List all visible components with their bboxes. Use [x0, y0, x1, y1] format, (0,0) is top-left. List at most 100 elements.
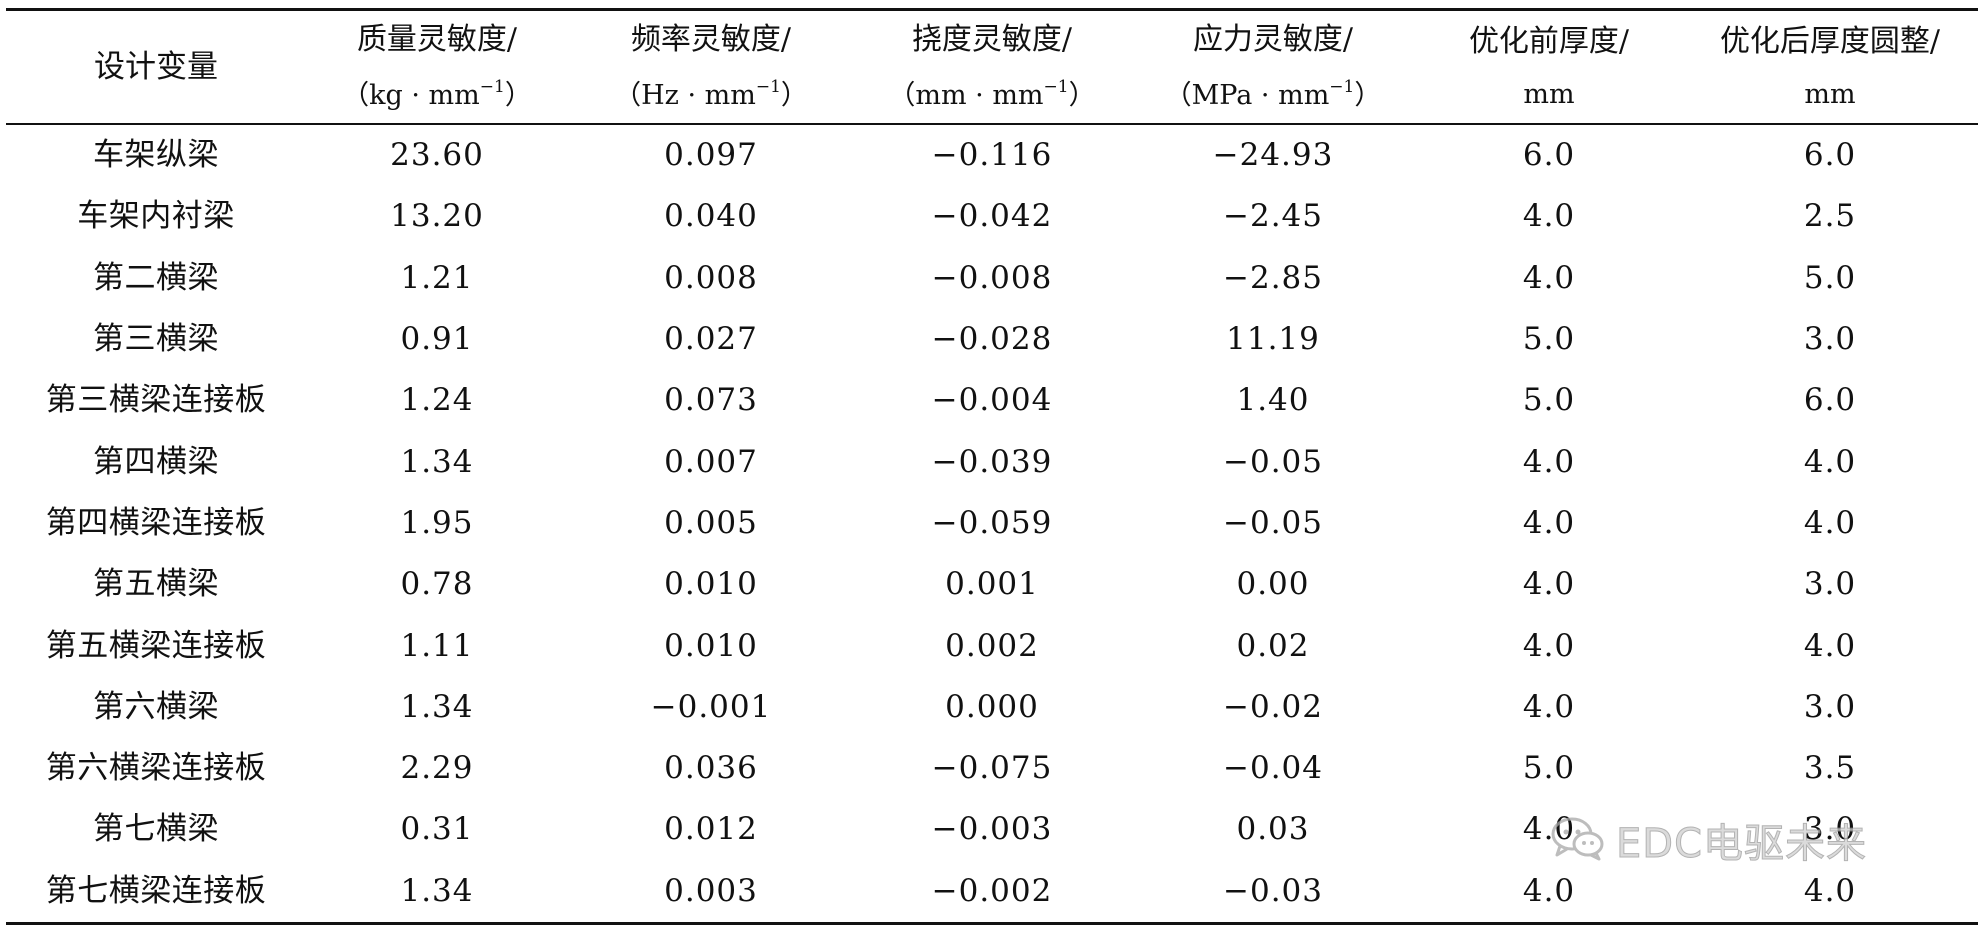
cell-thickness-before: 4.0: [1416, 860, 1682, 925]
table-row: 第六横梁连接板 2.29 0.036 −0.075 −0.04 5.0 3.5: [6, 738, 1978, 799]
cell-thickness-after: 6.0: [1803, 382, 1857, 419]
cell-mass-sensitivity: 1.11: [400, 627, 474, 664]
cell-deflection-sensitivity: −0.116: [931, 137, 1053, 174]
cell-thickness-after: 4.0: [1803, 443, 1857, 480]
table-row: 第四横梁 1.34 0.007 −0.039 −0.05 4.0 4.0: [6, 431, 1978, 492]
cell-thickness-before: 4.0: [1522, 688, 1576, 725]
header-frequency-sensitivity: 频率灵敏度/ （Hz · mm−1）: [568, 8, 854, 125]
table-row: 第六横梁 1.34 −0.001 0.000 −0.02 4.0 3.0: [6, 677, 1978, 738]
cell-deflection-sensitivity: −0.059: [931, 504, 1053, 541]
cell-frequency-sensitivity: 0.012: [664, 811, 758, 848]
cell-stress-sensitivity: −0.05: [1223, 443, 1323, 480]
cell-frequency-sensitivity: 0.097: [664, 137, 758, 174]
cell-thickness-after: 3.0: [1803, 566, 1857, 603]
cell-frequency-sensitivity: 0.005: [664, 504, 758, 541]
table-row: 第二横梁 1.21 0.008 −0.008 −2.85 4.0 5.0: [6, 248, 1978, 309]
cell-frequency-sensitivity: 0.073: [664, 382, 758, 419]
cell-mass-sensitivity: 1.24: [400, 382, 474, 419]
cell-deflection-sensitivity: 0.001: [945, 566, 1039, 603]
cell-deflection-sensitivity: −0.004: [931, 382, 1053, 419]
header-thickness-after: 优化后厚度圆整/ mm: [1682, 8, 1978, 125]
cell-design-variable: 第二横梁: [93, 259, 219, 296]
table-row: 车架纵梁 23.60 0.097 −0.116 −24.93 6.0 6.0: [6, 124, 1978, 186]
cell-deflection-sensitivity: 0.002: [945, 627, 1039, 664]
cell-thickness-before: 5.0: [1522, 382, 1576, 419]
cell-thickness-after: 3.0: [1803, 321, 1857, 358]
cell-frequency-sensitivity: 0.036: [664, 750, 758, 787]
cell-thickness-after: 4.0: [1803, 627, 1857, 664]
table-row: 第七横梁连接板 1.34 0.003 −0.002 −0.03 4.0 4.0: [6, 860, 1978, 925]
table-row: 第五横梁 0.78 0.010 0.001 0.00 4.0 3.0: [6, 554, 1978, 615]
cell-stress-sensitivity: −0.04: [1223, 750, 1323, 787]
cell-stress-sensitivity: −2.45: [1223, 198, 1323, 235]
cell-design-variable: 第六横梁: [93, 688, 219, 725]
cell-thickness-after: 6.0: [1803, 137, 1857, 174]
cell-stress-sensitivity: −0.02: [1223, 688, 1323, 725]
cell-deflection-sensitivity: −0.008: [931, 259, 1053, 296]
cell-deflection-sensitivity: 0.000: [945, 688, 1039, 725]
table-row: 第七横梁 0.31 0.012 −0.003 0.03 4.0 3.0: [6, 799, 1978, 860]
cell-design-variable: 第六横梁连接板: [45, 750, 267, 787]
cell-mass-sensitivity: 1.21: [400, 259, 474, 296]
cell-mass-sensitivity: 23.60: [390, 137, 484, 174]
cell-design-variable: 车架内衬梁: [77, 198, 235, 235]
cell-deflection-sensitivity: −0.042: [931, 198, 1053, 235]
cell-deflection-sensitivity: −0.039: [931, 443, 1053, 480]
cell-thickness-before: 4.0: [1522, 627, 1576, 664]
cell-stress-sensitivity: 0.02: [1236, 627, 1310, 664]
cell-design-variable: 第三横梁: [93, 321, 219, 358]
cell-stress-sensitivity: 0.03: [1236, 811, 1310, 848]
cell-thickness-before: 4.0: [1522, 504, 1576, 541]
cell-thickness-before: 4.0: [1522, 198, 1576, 235]
cell-frequency-sensitivity: 0.003: [568, 860, 854, 925]
cell-frequency-sensitivity: 0.008: [664, 259, 758, 296]
cell-mass-sensitivity: 0.31: [400, 811, 474, 848]
cell-thickness-before: 4.0: [1522, 566, 1576, 603]
table-header-row: 设计变量 质量灵敏度/ （kg · mm−1） 频率灵敏度/ （Hz · mm−…: [6, 8, 1978, 125]
cell-thickness-before: 4.0: [1522, 811, 1576, 848]
cell-design-variable: 第七横梁: [93, 811, 219, 848]
header-deflection-sensitivity: 挠度灵敏度/ （mm · mm−1）: [854, 8, 1130, 125]
cell-design-variable: 第四横梁: [93, 443, 219, 480]
cell-mass-sensitivity: 2.29: [400, 750, 474, 787]
cell-mass-sensitivity: 0.78: [400, 566, 474, 603]
sensitivity-table-container: 设计变量 质量灵敏度/ （kg · mm−1） 频率灵敏度/ （Hz · mm−…: [6, 8, 1978, 925]
cell-mass-sensitivity: 1.34: [400, 688, 474, 725]
cell-stress-sensitivity: −0.03: [1130, 860, 1416, 925]
cell-thickness-after: 4.0: [1682, 860, 1978, 925]
header-thickness-before: 优化前厚度/ mm: [1416, 8, 1682, 125]
table-row: 第三横梁 0.91 0.027 −0.028 11.19 5.0 3.0: [6, 309, 1978, 370]
cell-stress-sensitivity: −2.85: [1223, 259, 1323, 296]
cell-thickness-before: 4.0: [1522, 259, 1576, 296]
table-row: 第四横梁连接板 1.95 0.005 −0.059 −0.05 4.0 4.0: [6, 493, 1978, 554]
cell-thickness-after: 5.0: [1803, 259, 1857, 296]
cell-thickness-before: 5.0: [1522, 321, 1576, 358]
cell-thickness-after: 3.0: [1803, 811, 1857, 848]
cell-deflection-sensitivity: −0.003: [931, 811, 1053, 848]
cell-mass-sensitivity: 1.34: [400, 443, 474, 480]
cell-design-variable: 第五横梁连接板: [45, 627, 267, 664]
header-mass-sensitivity: 质量灵敏度/ （kg · mm−1）: [306, 8, 568, 125]
cell-thickness-before: 5.0: [1522, 750, 1576, 787]
cell-thickness-after: 3.0: [1803, 688, 1857, 725]
cell-stress-sensitivity: 11.19: [1226, 321, 1320, 358]
cell-frequency-sensitivity: −0.001: [650, 688, 772, 725]
cell-frequency-sensitivity: 0.010: [664, 627, 758, 664]
table-row: 第三横梁连接板 1.24 0.073 −0.004 1.40 5.0 6.0: [6, 370, 1978, 431]
table-row: 第五横梁连接板 1.11 0.010 0.002 0.02 4.0 4.0: [6, 615, 1978, 676]
cell-mass-sensitivity: 1.95: [400, 504, 474, 541]
cell-stress-sensitivity: −24.93: [1212, 137, 1334, 174]
cell-mass-sensitivity: 1.34: [306, 860, 568, 925]
cell-thickness-after: 3.5: [1803, 750, 1857, 787]
cell-design-variable: 第四横梁连接板: [45, 504, 267, 541]
cell-design-variable: 第七横梁连接板: [6, 860, 306, 925]
cell-stress-sensitivity: 0.00: [1236, 566, 1310, 603]
cell-deflection-sensitivity: −0.075: [931, 750, 1053, 787]
cell-deflection-sensitivity: −0.028: [931, 321, 1053, 358]
cell-design-variable: 第三横梁连接板: [45, 382, 267, 419]
cell-frequency-sensitivity: 0.040: [664, 198, 758, 235]
cell-stress-sensitivity: −0.05: [1223, 504, 1323, 541]
cell-thickness-before: 6.0: [1522, 137, 1576, 174]
header-stress-sensitivity: 应力灵敏度/ （MPa · mm−1）: [1130, 8, 1416, 125]
cell-frequency-sensitivity: 0.010: [664, 566, 758, 603]
